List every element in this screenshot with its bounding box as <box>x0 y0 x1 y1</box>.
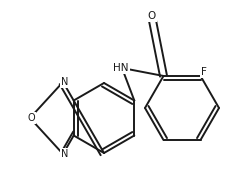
Text: O: O <box>27 113 35 123</box>
Text: HN: HN <box>113 63 129 73</box>
Text: F: F <box>201 67 206 77</box>
Text: O: O <box>148 11 156 21</box>
Text: N: N <box>61 149 69 159</box>
Text: N: N <box>61 77 69 87</box>
